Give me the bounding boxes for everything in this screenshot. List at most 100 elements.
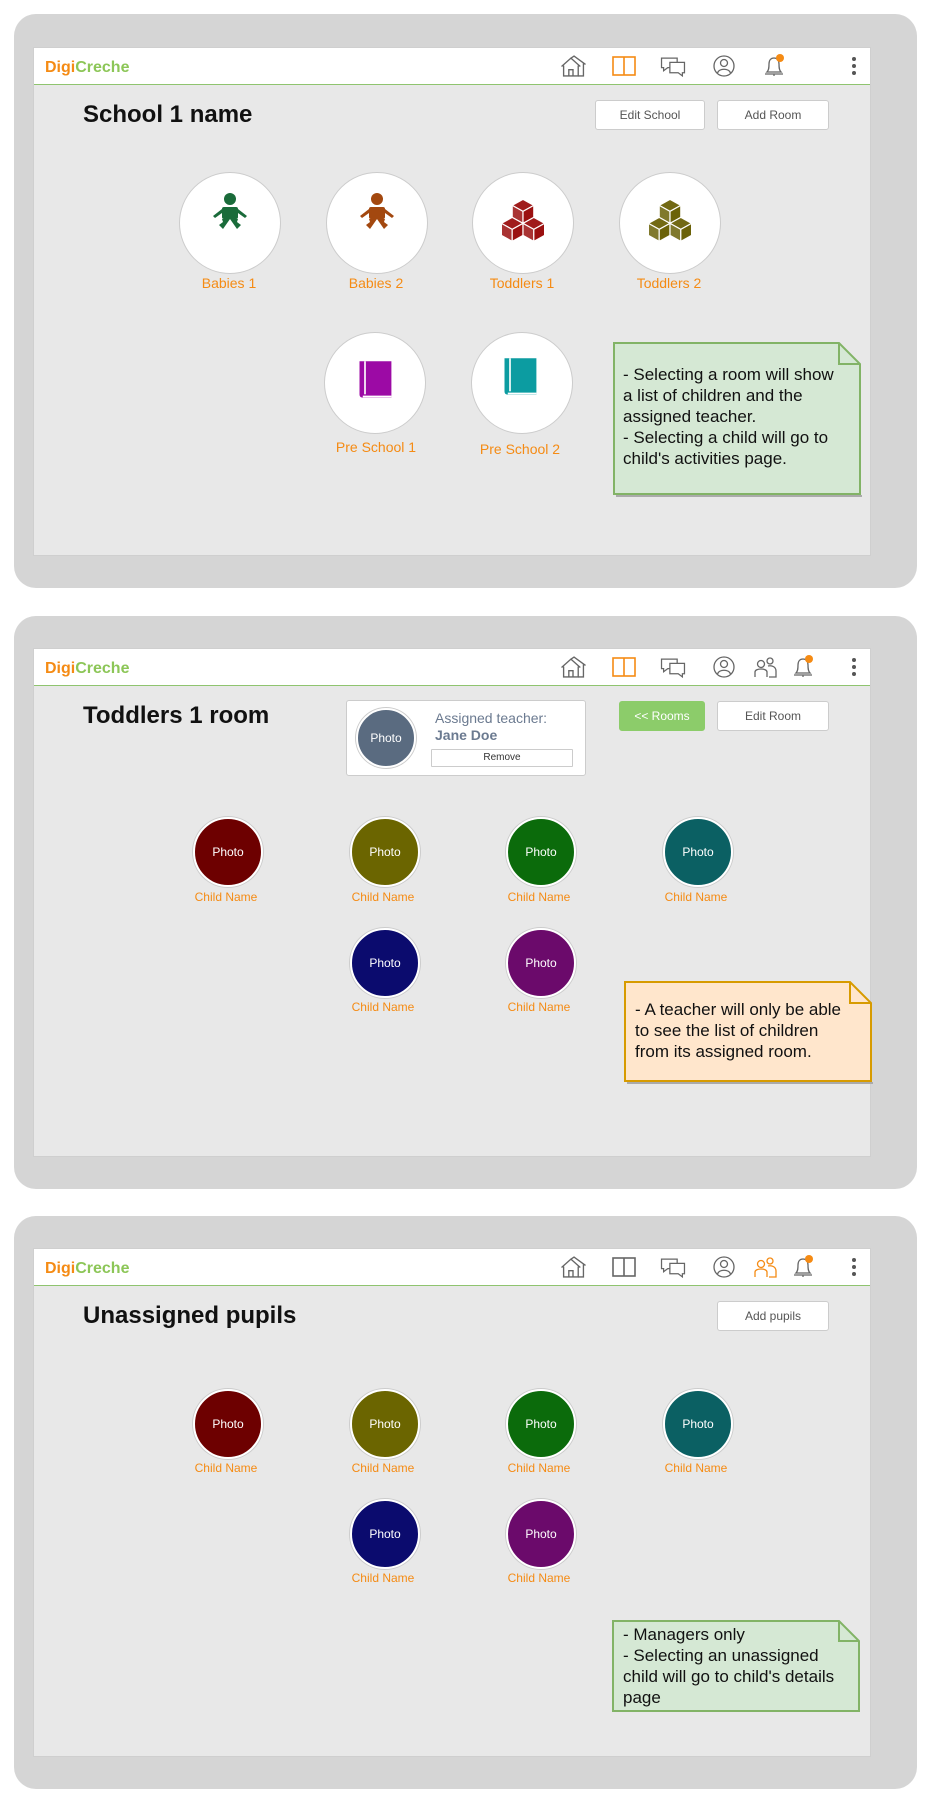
child-photo[interactable]: Photo (506, 817, 576, 887)
annotation-note: - A teacher will only be able to see the… (622, 979, 874, 1084)
page-title: Toddlers 1 room (83, 702, 270, 729)
blocks-icon (647, 198, 693, 242)
user-icon (713, 55, 735, 77)
edit-school-button[interactable]: Edit School (595, 100, 705, 130)
app-logo[interactable]: DigiCreche (45, 1260, 130, 1277)
people-icon (754, 657, 777, 678)
baby-icon (213, 193, 247, 229)
teacher-name: Jane Doe (435, 727, 498, 743)
child-name[interactable]: Child Name (507, 890, 571, 904)
book-icon (358, 360, 393, 399)
room-label: Babies 2 (348, 275, 404, 291)
nav-rooms[interactable] (608, 1252, 640, 1282)
child-photo[interactable]: Photo (350, 817, 420, 887)
child-name[interactable]: Child Name (664, 1461, 728, 1475)
nav-home[interactable] (557, 652, 589, 682)
nav-pupils[interactable] (749, 652, 781, 682)
child-name[interactable]: Child Name (351, 890, 415, 904)
child-photo[interactable]: Photo (663, 1389, 733, 1459)
book-icon (612, 657, 636, 677)
child-name[interactable]: Child Name (507, 1571, 571, 1585)
book-icon (612, 56, 636, 76)
room-label: Pre School 1 (335, 439, 417, 455)
child-photo[interactable]: Photo (506, 1389, 576, 1459)
nav-home[interactable] (557, 1252, 589, 1282)
room-pre-school-2[interactable] (471, 332, 573, 434)
child-name[interactable]: Child Name (351, 1571, 415, 1585)
nav-rooms[interactable] (608, 51, 640, 81)
teacher-photo[interactable]: Photo (356, 708, 416, 768)
chat-icon (660, 658, 686, 678)
nav-profile[interactable] (708, 51, 740, 81)
book-icon (612, 1257, 636, 1277)
room-babies-1[interactable] (179, 172, 281, 274)
room-babies-2[interactable] (326, 172, 428, 274)
note-line: - A teacher will only be able (635, 1000, 842, 1019)
child-name[interactable]: Child Name (194, 890, 258, 904)
child-name[interactable]: Child Name (664, 890, 728, 904)
home-icon (560, 55, 587, 77)
add-pupils-button[interactable]: Add pupils (717, 1301, 829, 1331)
nav-messages[interactable] (657, 51, 689, 81)
remove-teacher-button[interactable]: Remove (431, 749, 573, 767)
nav-messages[interactable] (657, 652, 689, 682)
notification-dot (805, 1255, 813, 1263)
top-bar: DigiCreche (34, 1249, 870, 1286)
screen-unassigned: DigiCreche Unassigned pupils Add pupils (33, 1248, 871, 1757)
app-logo[interactable]: DigiCreche (45, 59, 130, 76)
annotation-note: - Managers only - Selecting an unassigne… (611, 1619, 863, 1714)
note-line: to see the list of children (635, 1021, 819, 1040)
assigned-teacher-label: Assigned teacher: (435, 710, 548, 726)
nav-notifications[interactable] (787, 652, 819, 682)
nav-pupils[interactable] (749, 1252, 781, 1282)
room-toddlers-1[interactable] (472, 172, 574, 274)
blocks-icon (500, 198, 546, 242)
child-photo[interactable]: Photo (506, 1499, 576, 1569)
page-title: Unassigned pupils (83, 1302, 297, 1329)
nav-rooms[interactable] (608, 652, 640, 682)
note-line: - Selecting a child will go to (623, 428, 829, 447)
child-name[interactable]: Child Name (351, 1461, 415, 1475)
child-name[interactable]: Child Name (194, 1461, 258, 1475)
room-pre-school-1[interactable] (324, 332, 426, 434)
child-name[interactable]: Child Name (507, 1000, 571, 1014)
room-toddlers-2[interactable] (619, 172, 721, 274)
back-to-rooms-button[interactable]: << Rooms (619, 701, 705, 731)
edit-room-button[interactable]: Edit Room (717, 701, 829, 731)
note-shape (613, 342, 862, 497)
note-line: child will go to child's details (623, 1667, 835, 1686)
nav-notifications[interactable] (758, 51, 790, 81)
chat-icon (660, 57, 686, 77)
note-shape (624, 981, 873, 1084)
nav-notifications[interactable] (787, 1252, 819, 1282)
assigned-teacher-card: Photo Assigned teacher: Jane Doe Remove (346, 700, 586, 776)
more-menu-icon[interactable] (852, 658, 856, 676)
nav-profile[interactable] (708, 1252, 740, 1282)
child-name[interactable]: Child Name (351, 1000, 415, 1014)
user-icon (713, 1256, 735, 1278)
child-photo[interactable]: Photo (663, 817, 733, 887)
room-label: Toddlers 1 (489, 275, 555, 291)
notification-dot (805, 655, 813, 663)
child-photo[interactable]: Photo (193, 1389, 263, 1459)
child-name[interactable]: Child Name (507, 1461, 571, 1475)
nav-profile[interactable] (708, 652, 740, 682)
add-room-button[interactable]: Add Room (717, 100, 829, 130)
note-line: child's activities page. (623, 449, 787, 468)
more-menu-icon[interactable] (852, 1258, 856, 1276)
child-photo[interactable]: Photo (193, 817, 263, 887)
home-icon (560, 656, 587, 678)
annotation-note: - Selecting a room will show a list of c… (611, 340, 863, 497)
nav-home[interactable] (557, 51, 589, 81)
note-line: from its assigned room. (635, 1042, 812, 1061)
child-photo[interactable]: Photo (350, 1389, 420, 1459)
nav-messages[interactable] (657, 1252, 689, 1282)
child-photo[interactable]: Photo (506, 928, 576, 998)
child-photo[interactable]: Photo (350, 1499, 420, 1569)
app-logo[interactable]: DigiCreche (45, 660, 130, 677)
more-menu-icon[interactable] (852, 57, 856, 75)
note-line: - Selecting a room will show (623, 365, 834, 384)
notification-dot (776, 54, 784, 62)
child-photo[interactable]: Photo (350, 928, 420, 998)
note-line: assigned teacher. (623, 407, 757, 426)
